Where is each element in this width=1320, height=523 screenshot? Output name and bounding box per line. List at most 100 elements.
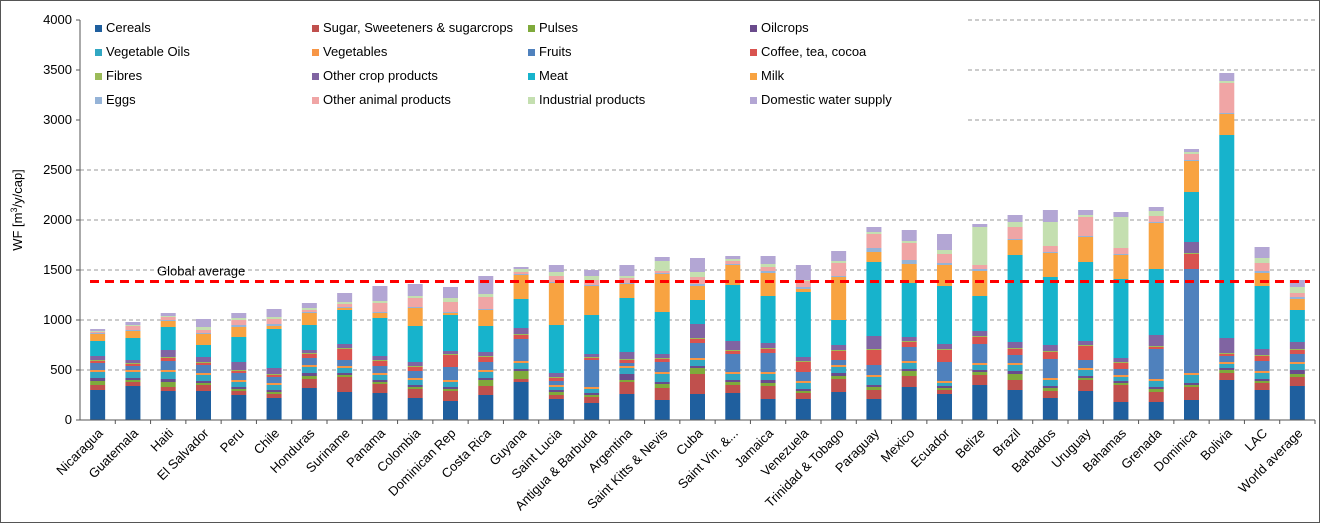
- bar-segment: [548, 276, 564, 282]
- bar-segment: [231, 337, 247, 362]
- bar-segment: [1254, 286, 1270, 349]
- bar-segment: [160, 350, 176, 357]
- bar-segment: [231, 387, 247, 389]
- bar-segment: [160, 387, 176, 391]
- bar-segment: [443, 387, 458, 389]
- bar-segment: [795, 372, 811, 381]
- bar-segment: [1219, 113, 1235, 114]
- bar-segment: [372, 393, 388, 420]
- bar-segment: [548, 377, 564, 378]
- bar-segment: [1184, 192, 1199, 242]
- bar-segment: [1007, 227, 1023, 239]
- bar-segment: [372, 384, 388, 393]
- bar-segment: [231, 325, 247, 327]
- bar-segment: [831, 379, 847, 392]
- bar-segment: [725, 374, 741, 380]
- bar-segment: [513, 269, 529, 272]
- bar-segment: [1219, 135, 1235, 338]
- bar-segment: [866, 349, 882, 350]
- bar-segment: [1007, 371, 1023, 374]
- axes: [76, 19, 1316, 424]
- legend-swatch: [95, 49, 102, 56]
- bar-segment: [901, 361, 917, 363]
- bar-segment: [1148, 379, 1164, 381]
- legend-label: Domestic water supply: [761, 92, 892, 107]
- y-tick-label: 2000: [43, 212, 72, 227]
- bar-segment: [901, 337, 917, 341]
- bar-segment: [725, 354, 741, 372]
- bar-segment: [937, 383, 952, 386]
- bar-segment: [196, 391, 211, 420]
- legend-swatch: [95, 25, 102, 32]
- bar-segment: [831, 376, 847, 379]
- bar-segment: [866, 365, 882, 375]
- bar-segment: [372, 360, 388, 361]
- bar-segment: [90, 334, 106, 341]
- bar-segment: [1113, 212, 1129, 217]
- bar-segment: [372, 303, 388, 312]
- bar-segment: [231, 313, 247, 318]
- bar-segment: [196, 375, 211, 381]
- bar-segment: [337, 360, 353, 366]
- bar-segment: [1078, 217, 1094, 236]
- bar-segment: [1184, 161, 1199, 192]
- bar-segment: [1042, 210, 1058, 222]
- bar-segment: [1254, 247, 1270, 258]
- bar-segment: [725, 385, 741, 393]
- bar-segment: [584, 403, 600, 420]
- bar-segment: [196, 385, 211, 391]
- bar-segment: [372, 301, 388, 303]
- bar-segment: [90, 332, 106, 333]
- bar-segment: [196, 362, 211, 363]
- bar-segment: [654, 358, 670, 359]
- bar-segment: [725, 380, 741, 382]
- bar-segment: [1184, 154, 1199, 160]
- bar-segment: [1113, 248, 1129, 254]
- legend-label: Eggs: [106, 92, 136, 107]
- bar-segment: [1042, 277, 1058, 345]
- bar-segment: [548, 325, 564, 373]
- bar-segment: [866, 399, 882, 420]
- bar-segment: [301, 310, 317, 312]
- bar-segment: [372, 375, 388, 380]
- bar-segment: [125, 370, 141, 372]
- bar-segment: [760, 264, 776, 267]
- bar-segment: [548, 395, 564, 399]
- bar-segment: [760, 353, 776, 372]
- legend-swatch: [750, 73, 757, 80]
- bar-segment: [654, 359, 670, 362]
- y-tick-label: 0: [65, 412, 72, 427]
- bar-segment: [1184, 385, 1199, 387]
- y-axis-label: WF [m3/y/cap]: [9, 169, 25, 251]
- bar-segment: [795, 389, 811, 391]
- bar-segment: [231, 320, 247, 325]
- bar-segment: [407, 380, 423, 385]
- bar-segment: [1184, 152, 1199, 154]
- bar-segment: [125, 372, 141, 378]
- bar-segment: [1113, 381, 1129, 383]
- bar-segment: [90, 331, 106, 332]
- bar-segment: [478, 294, 494, 297]
- bar-segment: [301, 353, 317, 354]
- bar-segment: [1184, 375, 1199, 383]
- bar-segment: [90, 370, 106, 372]
- bar-segment: [266, 385, 282, 390]
- bar-segment: [1078, 262, 1094, 341]
- bar-segment: [548, 381, 564, 385]
- bar-segment: [866, 227, 882, 232]
- bar-segment: [901, 376, 917, 387]
- bar-segment: [1042, 380, 1058, 386]
- bar-segment: [937, 388, 952, 390]
- bar-segment: [196, 383, 211, 385]
- bar-segment: [196, 345, 211, 357]
- bar-segment: [1289, 342, 1305, 349]
- bar-segment: [160, 361, 176, 370]
- bar-segment: [125, 325, 141, 326]
- bar-segment: [690, 284, 705, 286]
- bar-segment: [690, 339, 705, 343]
- bar-segment: [972, 224, 988, 227]
- bar-segment: [1289, 350, 1305, 354]
- y-tick-label: 4000: [43, 12, 72, 27]
- bar-segment: [478, 395, 494, 420]
- bar-segment: [1148, 349, 1164, 379]
